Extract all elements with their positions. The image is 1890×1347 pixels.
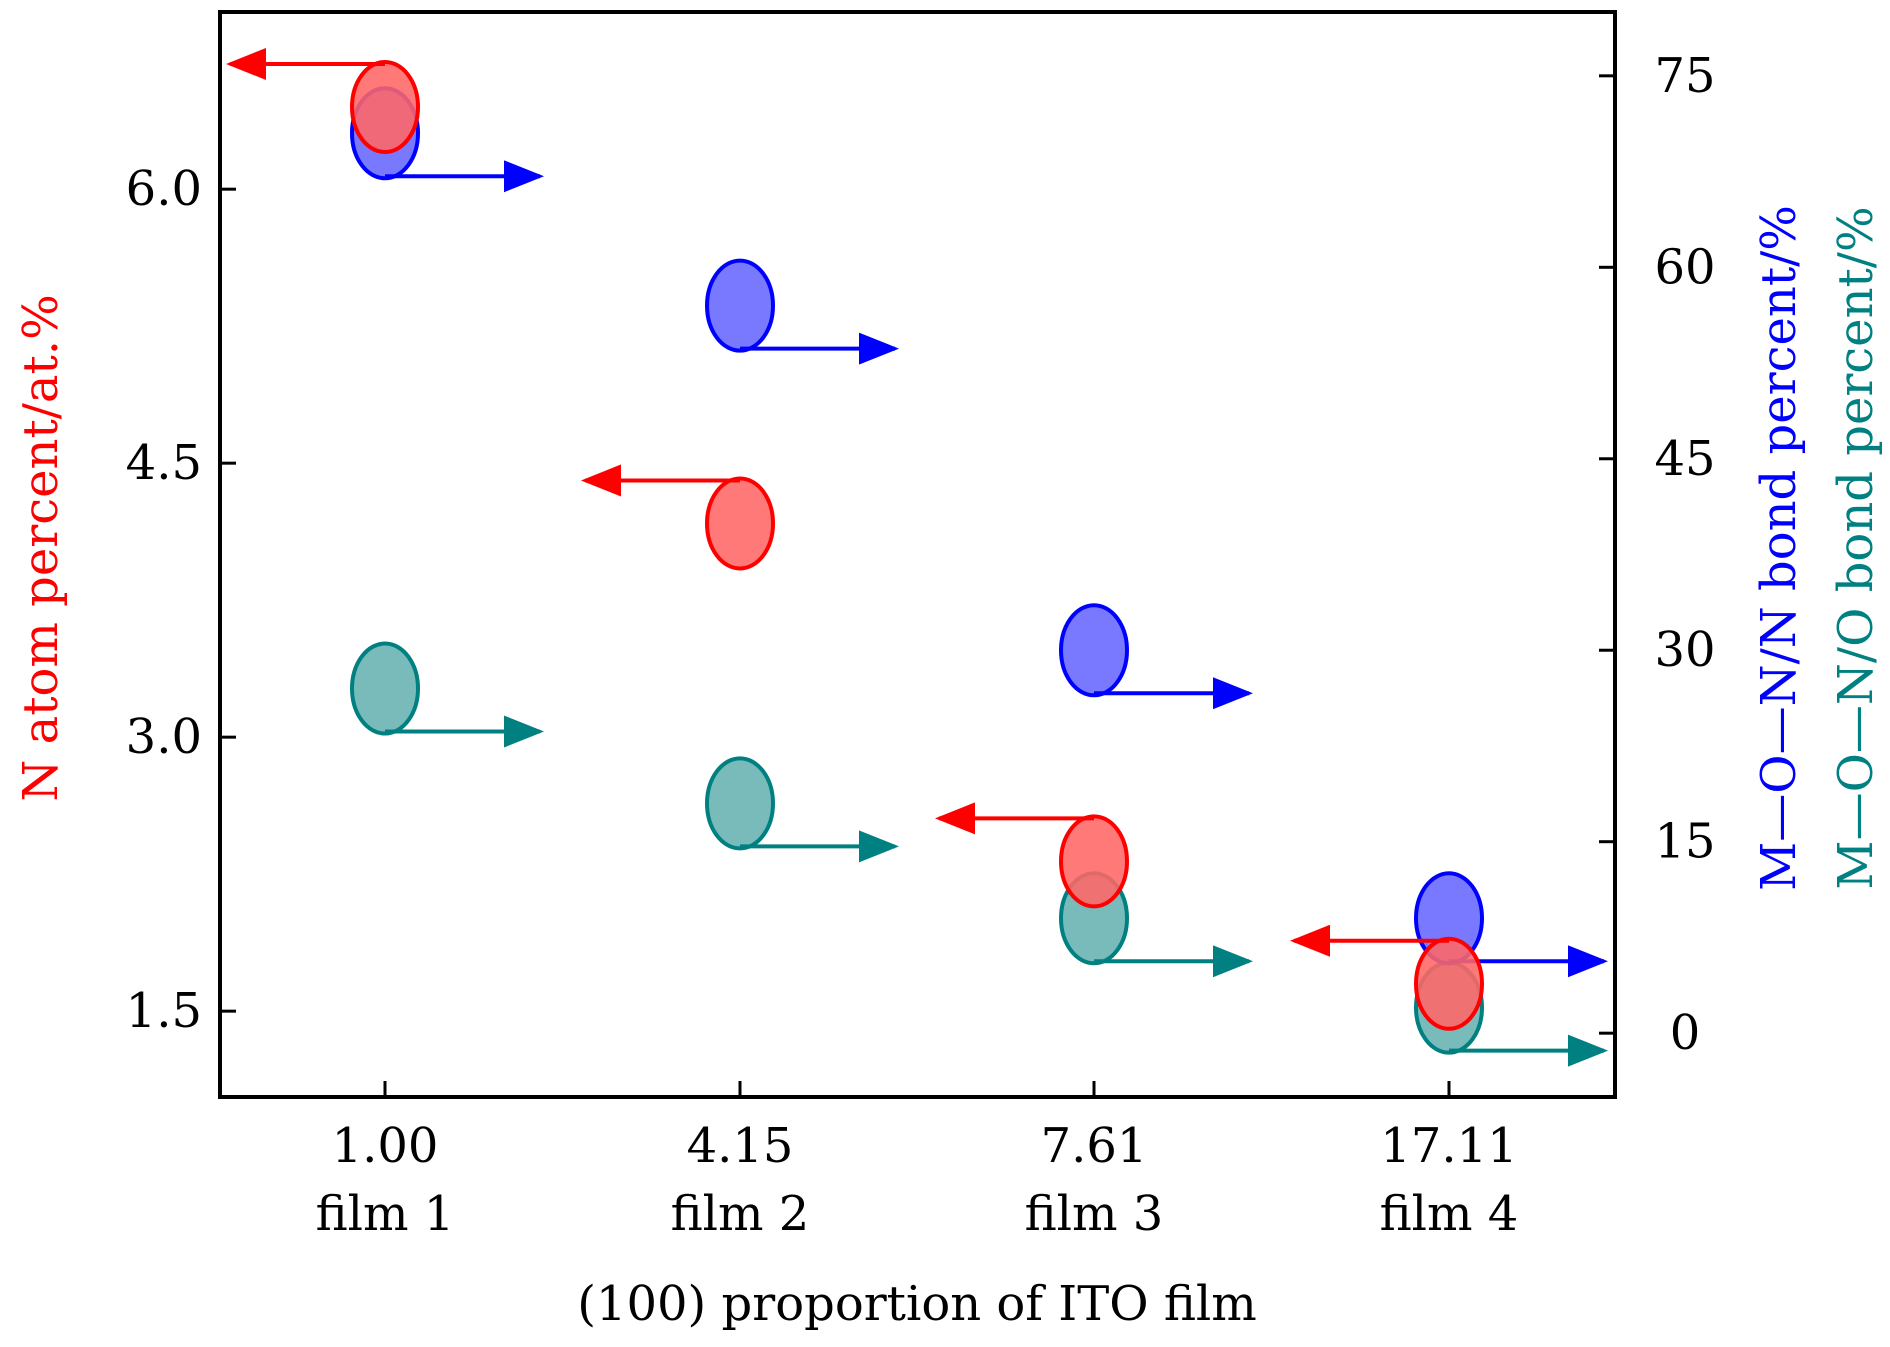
x-tick-label: 4.15 (687, 1118, 794, 1174)
data-point (350, 59, 420, 154)
data-point (1059, 814, 1129, 909)
right-axis-label-mon-n: M—O—N/N bond percent/% (1751, 205, 1807, 891)
x-axis-label: (100) proportion of ITO film (577, 1276, 1257, 1332)
data-marks (226, 47, 1608, 1067)
left-axis-ticks: 1.5 3.0 4.5 6.0 (126, 161, 236, 1039)
x-tick-film-label: film 4 (1380, 1186, 1519, 1242)
left-tick-label: 1.5 (126, 983, 202, 1039)
data-point-group (705, 756, 899, 863)
data-point-group (581, 464, 775, 571)
data-point-group (1290, 924, 1484, 1031)
data-point (1414, 936, 1484, 1031)
right-axis-label-mon-o: M—O—N/O bond percent/% (1828, 206, 1884, 889)
left-axis-label: N atom percent/at.% (13, 294, 69, 801)
x-tick-film-label: film 2 (671, 1186, 810, 1242)
right-tick-label: 75 (1654, 48, 1715, 104)
x-tick-film-label: film 3 (1025, 1186, 1164, 1242)
right-tick-label: 0 (1670, 1005, 1701, 1061)
data-point-group (1059, 603, 1253, 710)
data-point-group (705, 258, 899, 365)
right-tick-label: 45 (1654, 431, 1715, 487)
x-tick-film-label: film 1 (316, 1186, 455, 1242)
plot-frame (218, 10, 1617, 1099)
left-tick-label: 3.0 (126, 709, 202, 765)
x-tick-label: 1.00 (332, 1118, 439, 1174)
right-tick-label: 15 (1654, 814, 1715, 870)
left-tick-label: 4.5 (126, 435, 202, 491)
data-point (705, 258, 775, 353)
right-axis-ticks: 0 15 30 45 60 75 (1599, 48, 1716, 1061)
data-point (350, 641, 420, 736)
data-point-group (935, 802, 1129, 909)
x-axis-ticks: 1.00 film 1 4.15 film 2 7.61 film 3 17.11 film … (316, 1081, 1519, 1242)
right-tick-label: 60 (1654, 239, 1715, 295)
data-point-group (226, 47, 420, 154)
data-point (705, 476, 775, 571)
left-tick-label: 6.0 (126, 161, 202, 217)
x-tick-label: 7.61 (1041, 1118, 1148, 1174)
x-tick-label: 17.11 (1380, 1118, 1517, 1174)
data-point (1059, 603, 1129, 698)
data-point (705, 756, 775, 851)
data-point-group (350, 641, 544, 748)
right-tick-label: 30 (1654, 622, 1715, 678)
